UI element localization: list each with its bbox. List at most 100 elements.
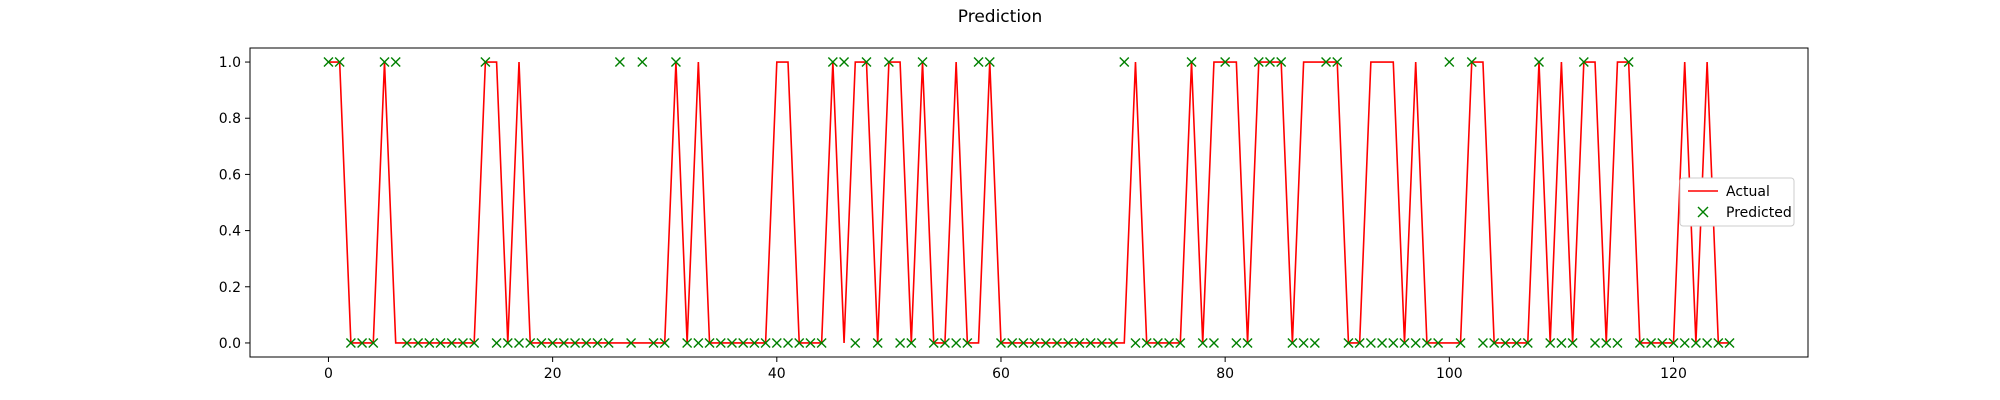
predicted-point-stroke-b (1657, 337, 1668, 348)
predicted-point (1668, 337, 1679, 348)
predicted-point-stroke-b (1433, 337, 1444, 348)
predicted-point (861, 57, 872, 68)
predicted-point-stroke-b (771, 337, 782, 348)
predicted-point (1556, 337, 1567, 348)
predicted-point (1287, 337, 1298, 348)
predicted-point (1533, 57, 1544, 68)
predicted-point (1410, 337, 1421, 348)
predicted-point (1264, 57, 1275, 68)
predicted-point (895, 337, 906, 348)
predicted-point-stroke-b (984, 57, 995, 68)
predicted-point (794, 337, 805, 348)
predicted-point-stroke-b (626, 337, 637, 348)
predicted-point (648, 337, 659, 348)
legend: Actual Predicted (1679, 177, 1795, 227)
predicted-point (1634, 337, 1645, 348)
predicted-point (984, 57, 995, 68)
predicted-point (951, 337, 962, 348)
predicted-point (637, 57, 648, 68)
predicted-point (883, 57, 894, 68)
predicted-point (1713, 337, 1724, 348)
predicted-point (760, 337, 771, 348)
predicted-point (1040, 337, 1051, 348)
predicted-point (1321, 57, 1332, 68)
predicted-point-stroke-b (1578, 57, 1589, 68)
predicted-point-stroke-b (1085, 337, 1096, 348)
predicted-point-stroke-b (1108, 337, 1119, 348)
x-tick-label: 80 (1216, 366, 1234, 382)
predicted-point (872, 337, 883, 348)
predicted-point (457, 337, 468, 348)
predicted-point (1130, 337, 1141, 348)
predicted-point-stroke-b (390, 57, 401, 68)
predicted-point-stroke-b (783, 337, 794, 348)
predicted-point-stroke-b (1601, 337, 1612, 348)
predicted-point (1208, 337, 1219, 348)
predicted-point (1388, 337, 1399, 348)
predicted-point (1063, 337, 1074, 348)
predicted-point-stroke-b (1444, 57, 1455, 68)
predicted-point-stroke-b (939, 337, 950, 348)
predicted-point-stroke-b (648, 337, 659, 348)
predicted-point-stroke-b (401, 337, 412, 348)
predicted-point-stroke-b (749, 337, 760, 348)
predicted-point-stroke-b (1690, 337, 1701, 348)
predicted-point (917, 57, 928, 68)
predicted-point-stroke-b (794, 337, 805, 348)
predicted-point-stroke-b (1208, 337, 1219, 348)
predicted-point (1052, 337, 1063, 348)
predicted-point (1152, 337, 1163, 348)
predicted-point-stroke-b (1321, 57, 1332, 68)
predicted-point-stroke-b (603, 337, 614, 348)
predicted-point (1690, 337, 1701, 348)
predicted-point (1242, 337, 1253, 348)
predicted-point (738, 337, 749, 348)
predicted-point-stroke-b (1029, 337, 1040, 348)
predicted-point (1724, 337, 1735, 348)
predicted-point-stroke-b (1264, 57, 1275, 68)
predicted-point (682, 337, 693, 348)
predicted-point (413, 337, 424, 348)
y-tick-label: 0.6 (219, 167, 241, 183)
predicted-point-stroke-b (917, 57, 928, 68)
predicted-point (1175, 337, 1186, 348)
predicted-point (783, 337, 794, 348)
predicted-point-stroke-b (1130, 337, 1141, 348)
predicted-point (1590, 337, 1601, 348)
predicted-point (704, 337, 715, 348)
predicted-point (570, 337, 581, 348)
predicted-point-stroke-b (1040, 337, 1051, 348)
predicted-point-stroke-b (413, 337, 424, 348)
predicted-point-stroke-b (592, 337, 603, 348)
predicted-point-stroke-b (1713, 337, 1724, 348)
predicted-point (749, 337, 760, 348)
predicted-point (939, 337, 950, 348)
predicted-point (1186, 57, 1197, 68)
predicted-point (1399, 337, 1410, 348)
predicted-point (1612, 337, 1623, 348)
predicted-point (390, 57, 401, 68)
predicted-point-stroke-b (1489, 337, 1500, 348)
predicted-point-stroke-b (1556, 337, 1567, 348)
predicted-point (525, 337, 536, 348)
predicted-point-stroke-b (973, 57, 984, 68)
predicted-point-stroke-b (1231, 337, 1242, 348)
legend-actual-label: Actual (1726, 184, 1770, 200)
predicted-point-stroke-b (1276, 57, 1287, 68)
predicted-point-stroke-b (928, 337, 939, 348)
predicted-point (345, 337, 356, 348)
predicted-point-stroke-b (357, 337, 368, 348)
predicted-point-stroke-b (1354, 337, 1365, 348)
predicted-point (973, 57, 984, 68)
predicted-point-stroke-b (670, 57, 681, 68)
predicted-point-stroke-b (480, 57, 491, 68)
predicted-point (1343, 337, 1354, 348)
predicted-point-stroke-b (816, 337, 827, 348)
predicted-point (1601, 337, 1612, 348)
predicted-point (1657, 337, 1668, 348)
predicted-point-stroke-b (659, 337, 670, 348)
predicted-point (1444, 57, 1455, 68)
predicted-point-stroke-b (1186, 57, 1197, 68)
predicted-point-stroke-b (1724, 337, 1735, 348)
predicted-point-stroke-b (1500, 337, 1511, 348)
